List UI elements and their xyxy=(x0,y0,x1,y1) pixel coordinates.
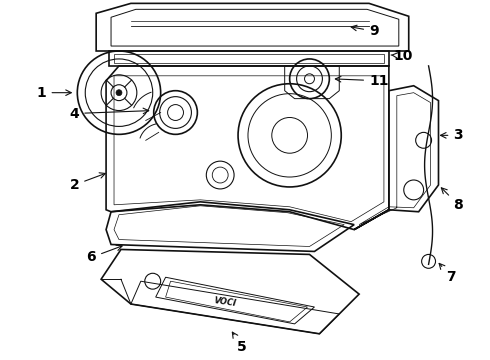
Text: 1: 1 xyxy=(37,86,72,100)
Text: 10: 10 xyxy=(391,49,413,63)
Text: 2: 2 xyxy=(70,173,105,192)
Text: 9: 9 xyxy=(351,24,379,38)
Text: VOCI: VOCI xyxy=(213,296,237,308)
Text: 3: 3 xyxy=(441,129,463,142)
Text: 7: 7 xyxy=(439,264,456,284)
Circle shape xyxy=(116,90,122,96)
Text: 5: 5 xyxy=(232,332,247,354)
Text: 8: 8 xyxy=(441,188,463,212)
Text: 6: 6 xyxy=(87,245,122,264)
Text: 11: 11 xyxy=(335,74,389,88)
Text: 4: 4 xyxy=(70,107,148,121)
